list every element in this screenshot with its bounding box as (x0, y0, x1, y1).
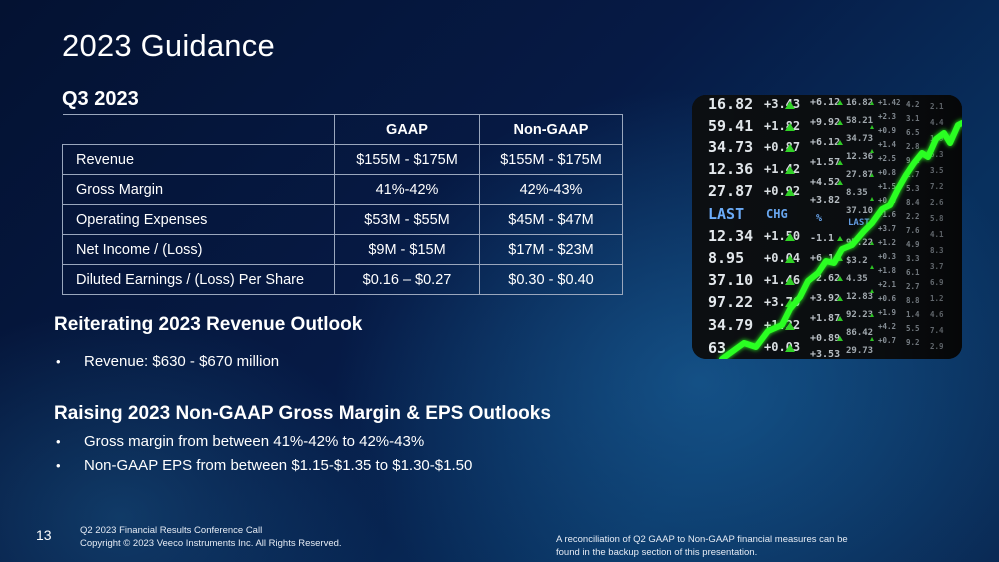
table-header-blank (62, 114, 335, 145)
non-gaap-value: $155M - $175M (479, 144, 623, 175)
table-row: Diluted Earnings / (Loss) Per Share $0.1… (62, 264, 623, 295)
bullet-dot-icon: • (56, 434, 61, 449)
non-gaap-value: 42%-43% (479, 174, 623, 205)
footer-line-1: Q2 2023 Financial Results Conference Cal… (80, 525, 263, 536)
footer-copyright: Copyright © 2023 Veeco Instruments Inc. … (80, 537, 342, 549)
slide-title: 2023 Guidance (62, 28, 275, 63)
list-item-text: Gross margin from between 41%-42% to 42%… (84, 433, 425, 450)
bullet-dot-icon: • (56, 354, 61, 369)
row-label: Operating Expenses (62, 204, 335, 235)
non-gaap-value: $0.30 - $0.40 (479, 264, 623, 295)
revenue-outlook-list: • Revenue: $630 - $670 million (54, 350, 279, 374)
page-number: 13 (36, 527, 52, 543)
footer-event-info: Q2 2023 Financial Results Conference Cal… (80, 525, 342, 550)
gaap-value: $0.16 – $0.27 (334, 264, 480, 295)
table-row: Gross Margin 41%-42% 42%-43% (62, 174, 623, 205)
row-label: Net Income / (Loss) (62, 234, 335, 265)
list-item: • Gross margin from between 41%-42% to 4… (54, 430, 472, 454)
row-label: Diluted Earnings / (Loss) Per Share (62, 264, 335, 295)
bullet-dot-icon: • (56, 458, 61, 473)
margin-outlook-heading: Raising 2023 Non-GAAP Gross Margin & EPS… (54, 403, 551, 424)
table-header-gaap: GAAP (334, 114, 480, 145)
table-header-non-gaap: Non-GAAP (479, 114, 623, 145)
table-row: Operating Expenses $53M - $55M $45M - $4… (62, 204, 623, 235)
revenue-outlook-heading: Reiterating 2023 Revenue Outlook (54, 314, 363, 335)
table-row: Net Income / (Loss) $9M - $15M $17M - $2… (62, 234, 623, 265)
list-item: • Non-GAAP EPS from between $1.15-$1.35 … (54, 454, 472, 478)
list-item-text: Non-GAAP EPS from between $1.15-$1.35 to… (84, 457, 473, 474)
row-label: Revenue (62, 144, 335, 175)
non-gaap-value: $45M - $47M (479, 204, 623, 235)
table-subtitle: Q3 2023 (62, 88, 139, 110)
footer-note-line-2: found in the backup section of this pres… (556, 546, 758, 558)
guidance-table: GAAP Non-GAAP Revenue $155M - $175M $155… (62, 114, 623, 295)
list-item-text: Revenue: $630 - $670 million (84, 353, 280, 370)
stock-ticker-graphic: 16.82 59.41 34.73 12.36 27.87 LAST 12.34… (692, 95, 962, 359)
margin-outlook-list: • Gross margin from between 41%-42% to 4… (54, 430, 472, 478)
table-header-row: GAAP Non-GAAP (62, 114, 623, 145)
list-item: • Revenue: $630 - $670 million (54, 350, 279, 374)
footer-note-line-1: A reconciliation of Q2 GAAP to Non-GAAP … (556, 534, 848, 545)
gaap-value: $53M - $55M (334, 204, 480, 235)
gaap-value: 41%-42% (334, 174, 480, 205)
non-gaap-value: $17M - $23M (479, 234, 623, 265)
gaap-value: $155M - $175M (334, 144, 480, 175)
footer-reconciliation-note: A reconciliation of Q2 GAAP to Non-GAAP … (556, 534, 896, 559)
gaap-value: $9M - $15M (334, 234, 480, 265)
row-label: Gross Margin (62, 174, 335, 205)
stock-ticker-image: 16.82 59.41 34.73 12.36 27.87 LAST 12.34… (692, 95, 962, 359)
table-row: Revenue $155M - $175M $155M - $175M (62, 144, 623, 175)
